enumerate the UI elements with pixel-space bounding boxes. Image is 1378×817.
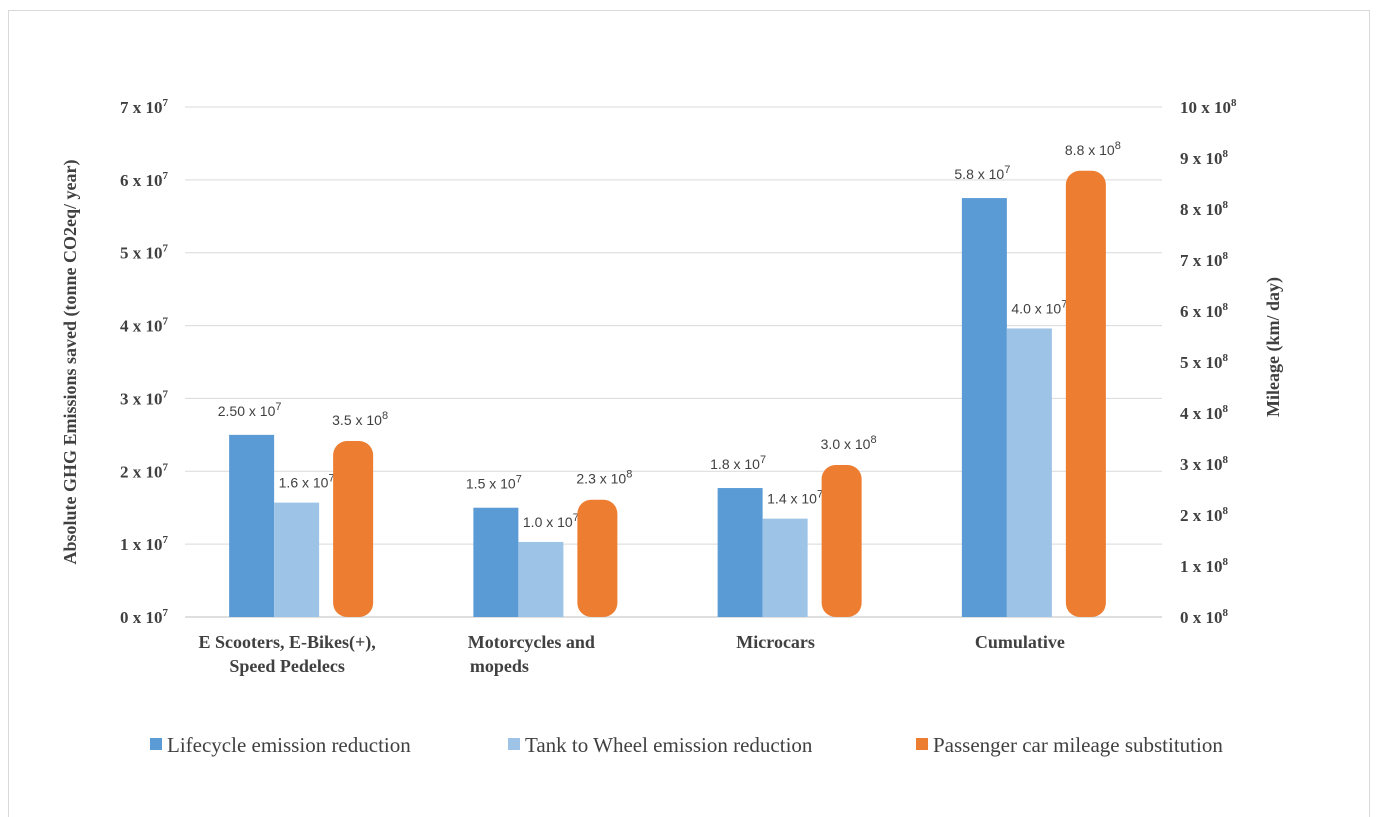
chart-frame — [8, 10, 1370, 817]
y2-axis-title: Mileage (km/ day) — [1263, 277, 1284, 417]
data-label: 1.8 x 107 — [710, 454, 766, 472]
y2-tick-label: 0 x 108 — [1180, 607, 1229, 627]
y-tick-label: 7 x 107 — [120, 97, 169, 117]
bar-lifecycle — [961, 198, 1007, 618]
x-category-label: Cumulative — [975, 632, 1065, 652]
y2-tick-label: 9 x 108 — [1180, 148, 1229, 168]
x-category-label: Motorcycles and mopeds — [468, 632, 595, 676]
y-tick-label: 1 x 107 — [120, 534, 169, 554]
data-label: 3.5 x 108 — [332, 410, 388, 428]
bar-tank-to-wheel — [518, 541, 564, 617]
data-label: 1.6 x 107 — [279, 473, 335, 491]
legend-swatch — [150, 738, 162, 750]
legend-swatch — [916, 738, 928, 750]
data-label: 1.0 x 107 — [523, 512, 579, 530]
y-tick-label: 0 x 107 — [120, 607, 169, 627]
bar-lifecycle — [229, 434, 275, 617]
legend-swatch — [508, 738, 520, 750]
legend-label: Tank to Wheel emission reduction — [525, 733, 813, 757]
bar-tank-to-wheel — [274, 502, 320, 617]
y2-tick-label: 4 x 108 — [1180, 403, 1229, 423]
bar-passenger-car — [821, 465, 862, 617]
y2-tick-label: 2 x 108 — [1180, 505, 1229, 525]
bar-tank-to-wheel — [762, 518, 808, 617]
data-label: 1.4 x 107 — [767, 489, 823, 507]
data-label: 2.3 x 108 — [576, 469, 632, 487]
y2-tick-label: 1 x 108 — [1180, 556, 1229, 576]
data-label: 3.0 x 108 — [821, 434, 877, 452]
y2-tick-label: 7 x 108 — [1180, 250, 1229, 270]
y-axis-title: Absolute GHG Emissions saved (tonne CO2e… — [60, 159, 81, 564]
data-label: 5.8 x 107 — [954, 164, 1010, 182]
legend-label: Lifecycle emission reduction — [167, 733, 411, 757]
y2-tick-label: 10 x 108 — [1180, 97, 1237, 117]
legend-label: Passenger car mileage substitution — [933, 733, 1223, 757]
y2-tick-label: 5 x 108 — [1180, 352, 1229, 372]
y-tick-label: 3 x 107 — [120, 388, 169, 408]
y-tick-label: 2 x 107 — [120, 461, 169, 481]
y2-tick-label: 8 x 108 — [1180, 199, 1229, 219]
bar-passenger-car — [333, 441, 374, 617]
x-category-label: E Scooters, E-Bikes(+), Speed Pedelecs — [199, 632, 376, 676]
data-label: 2.50 x 107 — [218, 401, 282, 419]
y-tick-label: 4 x 107 — [120, 316, 169, 336]
y2-tick-label: 6 x 108 — [1180, 301, 1229, 321]
y-tick-label: 5 x 107 — [120, 243, 169, 263]
bar-passenger-car — [577, 499, 618, 617]
bar-passenger-car — [1065, 170, 1106, 617]
data-label: 8.8 x 108 — [1065, 140, 1121, 158]
x-category-label: Microcars — [736, 632, 815, 652]
y2-tick-label: 3 x 108 — [1180, 454, 1229, 474]
y-tick-label: 6 x 107 — [120, 170, 169, 190]
data-label: 1.5 x 107 — [466, 474, 522, 492]
bar-lifecycle — [717, 488, 763, 617]
bar-lifecycle — [473, 507, 519, 617]
bar-tank-to-wheel — [1006, 328, 1052, 617]
data-label: 4.0 x 107 — [1011, 298, 1067, 316]
